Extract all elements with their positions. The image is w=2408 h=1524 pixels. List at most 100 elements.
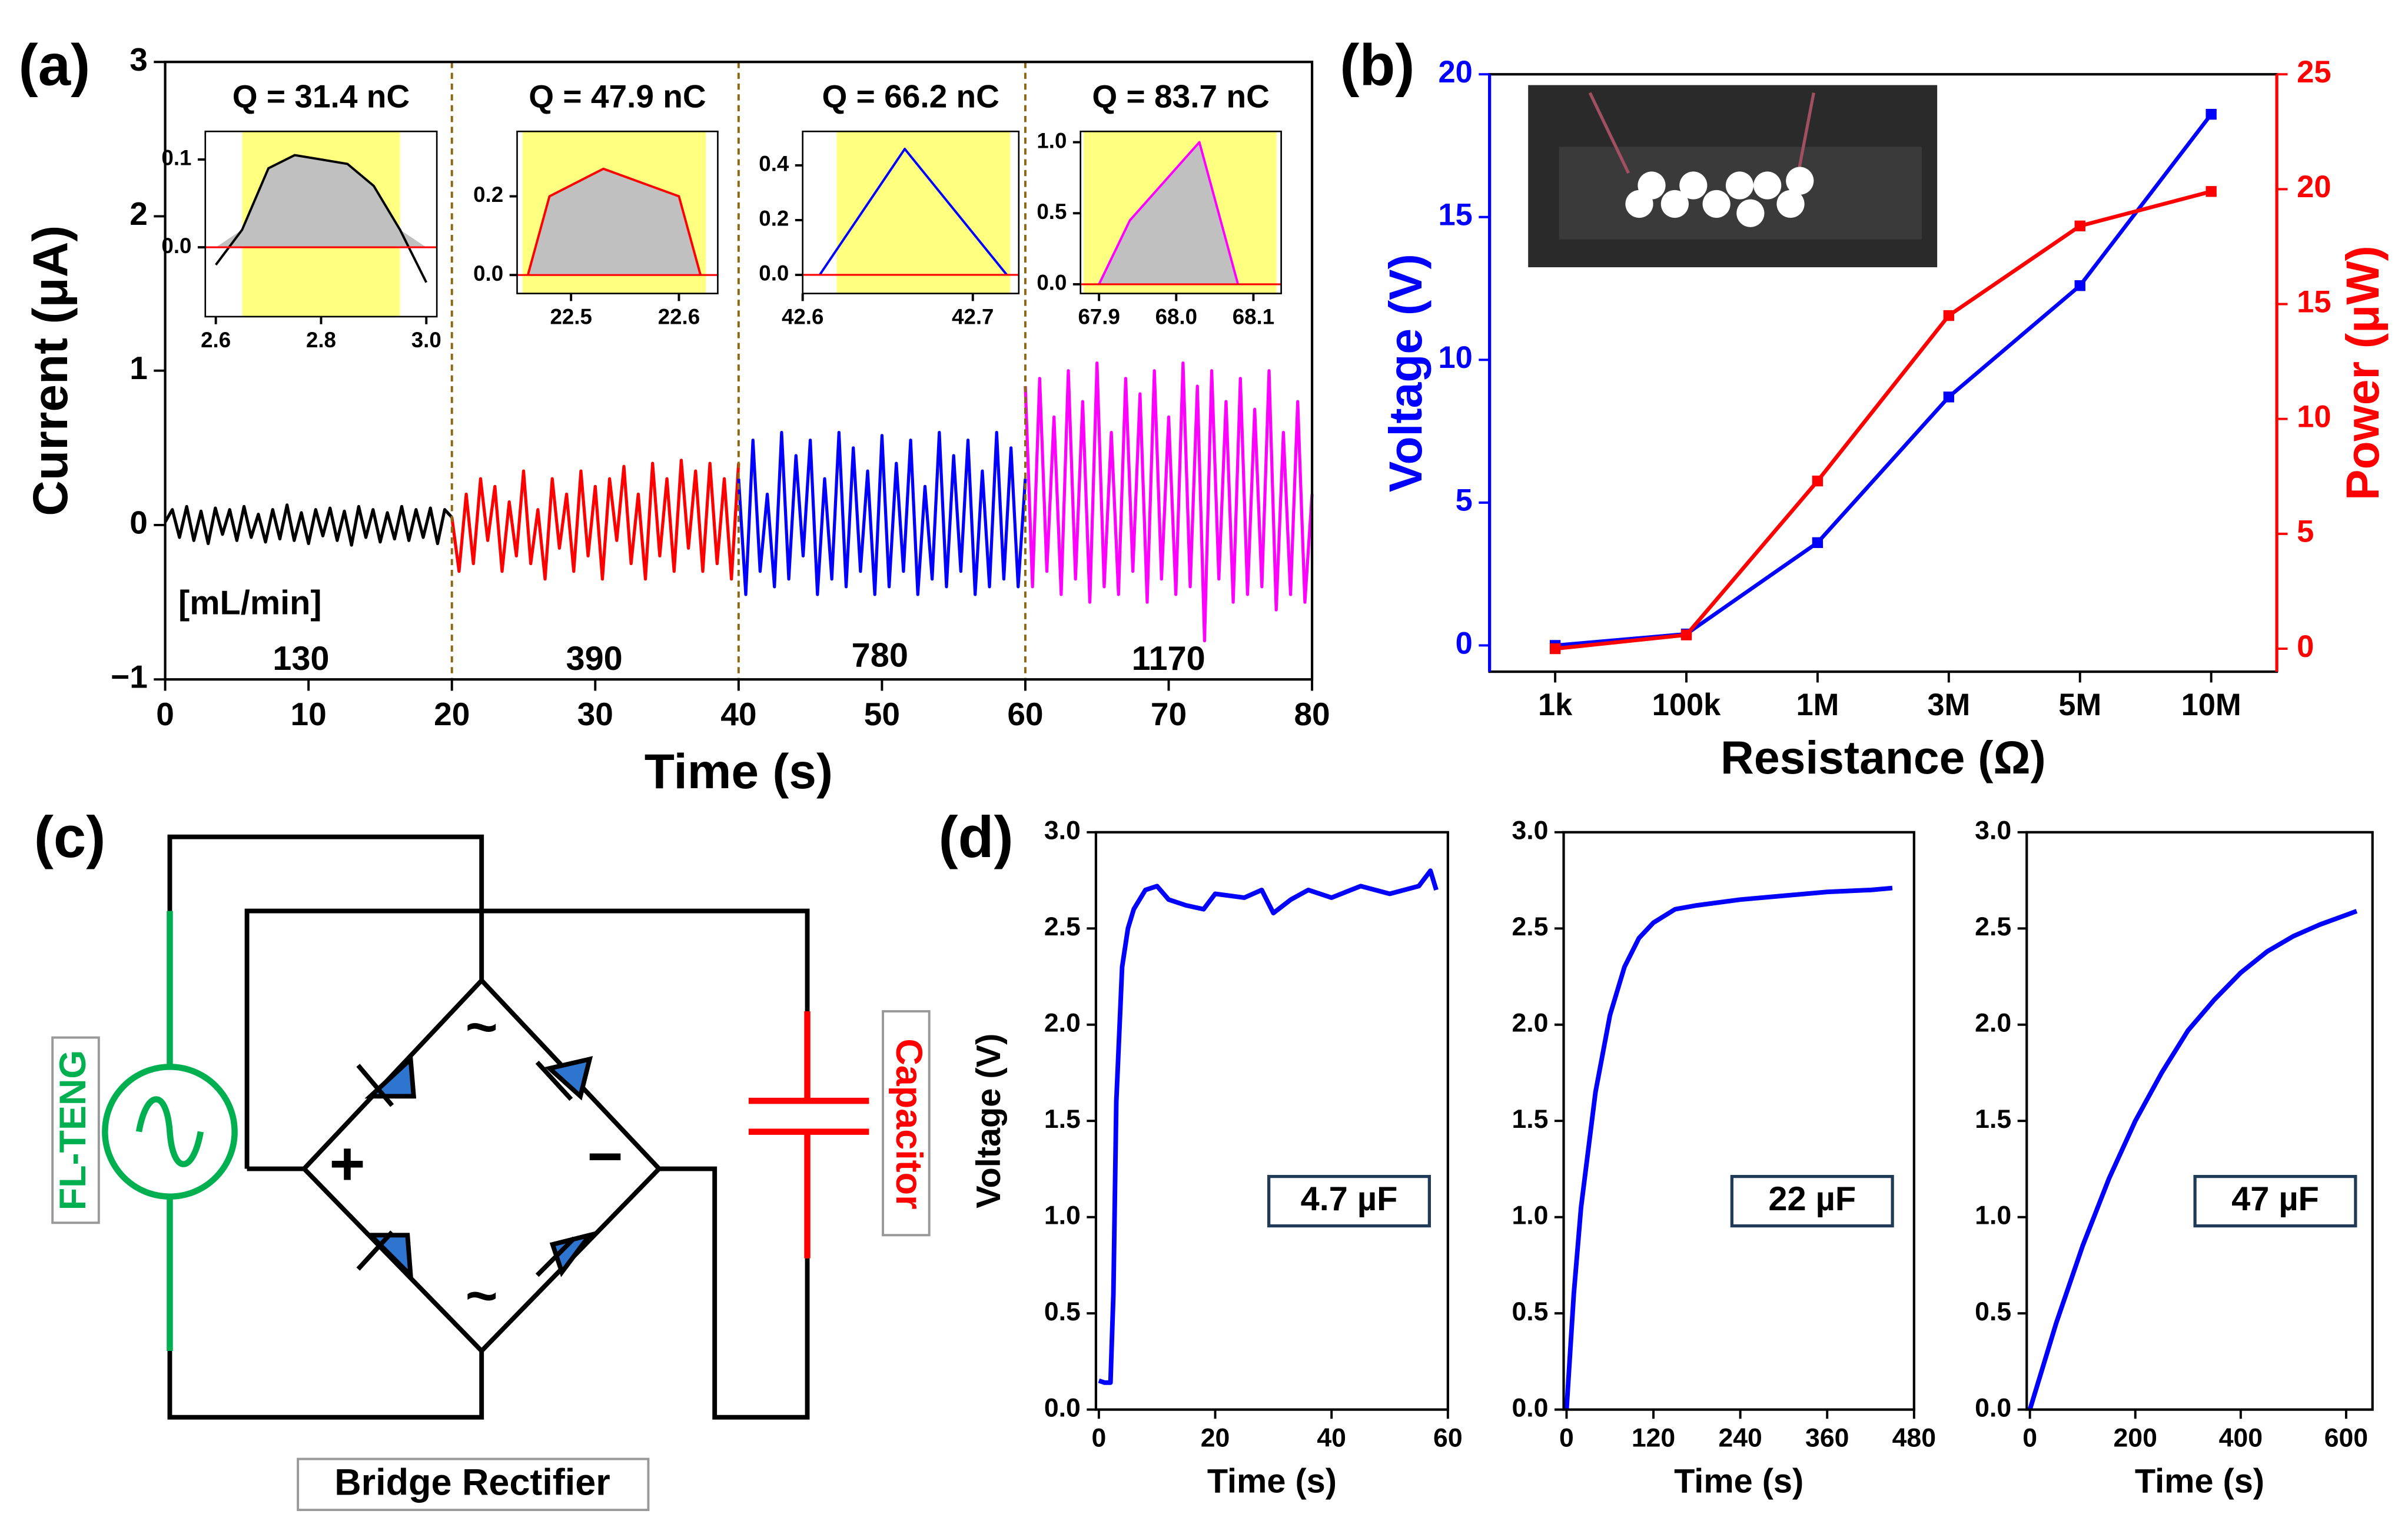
y-tick-label: 0.0 — [1512, 1393, 1548, 1422]
x-tick-label: 0 — [1559, 1424, 1574, 1453]
y-tick-label: 0.4 — [759, 152, 789, 176]
y-tick-label: 1 — [129, 350, 148, 386]
annotation: 4.7 µF — [1301, 1180, 1398, 1218]
y-tick-label: 0.5 — [1975, 1297, 2011, 1326]
annotation: 130 — [273, 640, 329, 678]
annotation: 780 — [852, 637, 908, 675]
x-axis-label: Time (s) — [645, 743, 833, 799]
x-tick-label: 600 — [2324, 1424, 2368, 1453]
y-tick-label: 0.0 — [1037, 271, 1067, 295]
y-axis-label: Voltage (V) — [1380, 254, 1431, 492]
x-tick-label: 42.6 — [782, 305, 823, 329]
x-tick-label: 22.6 — [658, 305, 700, 329]
marker — [2206, 108, 2217, 120]
x-tick-label: 400 — [2219, 1424, 2263, 1453]
inset-title: Q = 66.2 nC — [822, 78, 999, 115]
y-tick-label: 1.5 — [1975, 1105, 2011, 1134]
marker — [2074, 220, 2085, 232]
annotation: 47 µF — [2231, 1180, 2319, 1218]
annotation: 390 — [566, 640, 623, 678]
x-axis-label: Time (s) — [1207, 1463, 1337, 1500]
highlight-band — [836, 131, 1011, 294]
led-photo — [1528, 85, 1938, 268]
y-tick-label: 2.0 — [1044, 1009, 1081, 1038]
annotation: [mL/min] — [178, 585, 322, 622]
data-line — [450, 459, 740, 581]
y-tick-label: 1.5 — [1512, 1105, 1548, 1134]
marker — [2074, 280, 2085, 291]
x-tick-label: 40 — [1317, 1424, 1346, 1453]
data-line — [818, 148, 1008, 276]
source-label: FL-TENG — [52, 1050, 94, 1211]
x-tick-label: 68.0 — [1155, 305, 1197, 329]
y-tick-label: 5 — [1456, 484, 1473, 518]
marker — [1680, 629, 1692, 640]
y-tick-label: 2.0 — [1975, 1009, 2011, 1038]
y-axis-label: Current (μA) — [22, 225, 78, 516]
x-tick-label: 120 — [1632, 1424, 1675, 1453]
x-tick-label: 60 — [1007, 696, 1043, 732]
plot-frame — [1562, 831, 1915, 1411]
inset-title: Q = 47.9 nC — [529, 78, 706, 115]
x-tick-label: 0 — [156, 696, 174, 732]
x-axis-label: Resistance (Ω) — [1721, 732, 2046, 783]
y-tick-label: 1.5 — [1044, 1105, 1081, 1134]
y-tick-label: 0.1 — [161, 146, 191, 170]
panel-label: (a) — [18, 33, 90, 98]
x-tick-label: 80 — [1294, 696, 1330, 732]
annotation-box — [1267, 1175, 1431, 1228]
y-tick-label: 1.0 — [1512, 1201, 1548, 1230]
data-line — [1098, 141, 1240, 285]
marker — [1549, 643, 1561, 655]
y2-tick-label: 0 — [2297, 630, 2314, 664]
y2-tick-label: 15 — [2297, 285, 2331, 319]
y2-tick-label: 25 — [2297, 55, 2331, 89]
y2-tick-label: 20 — [2297, 170, 2331, 204]
y-tick-label: 0 — [129, 504, 148, 541]
data-line — [164, 503, 453, 547]
panel-label: (b) — [1340, 33, 1414, 98]
y-tick-label: 0.0 — [1044, 1393, 1081, 1422]
ac-sign: ~ — [466, 1265, 498, 1327]
x-tick-label: 100k — [1652, 688, 1721, 722]
x-tick-label: 42.7 — [952, 305, 994, 329]
marker — [1812, 537, 1824, 548]
marker — [1943, 391, 1955, 403]
marker — [2206, 186, 2217, 197]
x-tick-label: 5M — [2058, 688, 2101, 722]
data-line — [215, 154, 428, 283]
y-tick-label: 0.0 — [161, 234, 191, 258]
plus-sign: + — [329, 1130, 365, 1198]
x-tick-label: 68.1 — [1233, 305, 1274, 329]
panel-label: (d) — [938, 805, 1013, 870]
data-line — [1098, 868, 1439, 1385]
y-tick-label: 15 — [1438, 198, 1472, 233]
x-tick-label: 240 — [1718, 1424, 1762, 1453]
y-tick-label: 2.5 — [1975, 912, 2011, 941]
x-axis-label: Time (s) — [1674, 1463, 1803, 1500]
x-tick-label: 30 — [577, 696, 613, 732]
y-tick-label: 10 — [1438, 341, 1472, 375]
annotation: 22 µF — [1768, 1180, 1856, 1218]
x-tick-label: 200 — [2114, 1424, 2157, 1453]
data-line — [737, 430, 1027, 596]
y-tick-label: 1.0 — [1975, 1201, 2011, 1230]
area — [527, 168, 701, 275]
y-tick-label: 2 — [129, 195, 148, 232]
y-tick-label: 2.5 — [1512, 912, 1548, 941]
x-tick-label: 360 — [1805, 1424, 1849, 1453]
inset-title: Q = 31.4 nC — [233, 78, 410, 115]
annotation-box — [1730, 1175, 1894, 1228]
panel-label: (c) — [34, 805, 106, 870]
marker — [1812, 475, 1824, 487]
x-tick-label: 22.5 — [550, 305, 592, 329]
x-tick-label: 20 — [434, 696, 470, 732]
marker — [1943, 310, 1955, 321]
x-tick-label: 2.6 — [201, 328, 231, 352]
x-tick-label: 20 — [1201, 1424, 1230, 1453]
y-tick-label: 0.5 — [1037, 200, 1067, 224]
x-tick-label: 10 — [291, 696, 327, 732]
x-tick-label: 60 — [1433, 1424, 1463, 1453]
x-tick-label: 0 — [2022, 1424, 2037, 1453]
y-tick-label: 0.5 — [1044, 1297, 1081, 1326]
